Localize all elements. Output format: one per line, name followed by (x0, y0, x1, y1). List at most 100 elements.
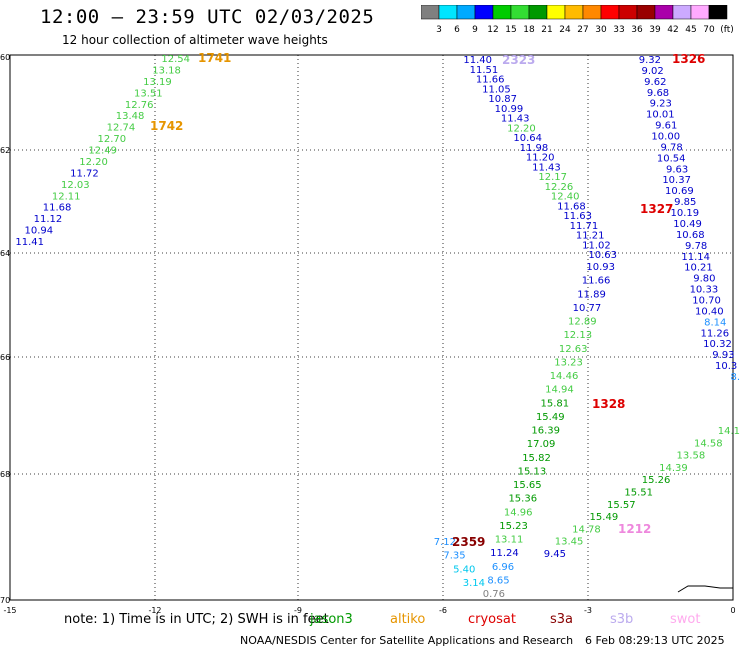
cryosat-swh-value: 9.62 (644, 77, 666, 88)
cryosat-swh-value: 9.63 (666, 164, 688, 175)
cryosat-swh-value: 10.69 (665, 186, 694, 197)
altika-swh-value: 12.20 (79, 157, 108, 168)
scale-tick-label: 3 (436, 25, 442, 35)
cryosat-swh-value: 9.85 (674, 197, 696, 208)
s3b-swh-value: 12.13 (563, 330, 592, 341)
scale-tick-label: 39 (649, 25, 661, 35)
cryosat-swh-value: 8.14 (704, 317, 726, 328)
cryosat-swh-value: 10.33 (690, 285, 719, 296)
cryosat-swh-value: 10.70 (692, 295, 721, 306)
s3b-swh-value: 12.26 (545, 182, 574, 193)
altika-swh-value: 13.19 (143, 77, 172, 88)
s3b-swh-value: 12.89 (568, 317, 597, 328)
s3b-swh-value: 15.13 (518, 466, 547, 477)
scale-tick-label: 24 (559, 25, 571, 35)
cryosat-swh-value: 9.93 (712, 350, 734, 361)
cryosat-swh-value: 9.78 (661, 142, 683, 153)
coastline (677, 585, 733, 593)
s3b-swh-value: 14.94 (545, 385, 574, 396)
cryosat-swh-value: 10.19 (670, 208, 699, 219)
legend-altiko: altiko (390, 612, 426, 627)
chart-subtitle: 12 hour collection of altimeter wave hei… (62, 33, 328, 47)
altika-swh-value: 13.18 (152, 65, 181, 76)
altika-swh-value: 13.51 (134, 88, 163, 99)
altika-swh-value: 12.03 (61, 180, 90, 191)
cryosat-swh-value: 9.80 (693, 274, 715, 285)
cryosat-swh-value: 9.61 (655, 121, 677, 132)
s3b-swh-value: 15.49 (536, 412, 565, 423)
cryosat-swh-value: 10.01 (646, 110, 675, 121)
scale-tick-label: 9 (472, 25, 478, 35)
lat-tick-label: 64 (0, 249, 10, 258)
track-label-1327: 1327 (640, 202, 673, 216)
lat-tick-label: 66 (0, 353, 10, 362)
lon-tick-label: -15 (3, 606, 16, 615)
cryosat-swh-value: 9.02 (641, 66, 663, 77)
s3b-swh-value: 13.23 (554, 357, 583, 368)
scale-tick-label: 18 (523, 25, 535, 35)
scale-swatch (708, 5, 728, 20)
s3b-swh-value: 12.20 (507, 123, 536, 134)
swot-swh-value: 9.45 (544, 549, 566, 560)
s3b-swh-value: 14.46 (550, 371, 579, 382)
altika-swh-value: 10.94 (24, 226, 53, 237)
s3b-swh-value: 15.81 (541, 398, 570, 409)
s3b-swh-value: 11.63 (563, 211, 592, 222)
s3b-swh-value: 11.98 (520, 143, 549, 154)
swot-swh-value: 14.39 (659, 463, 688, 474)
altika-swh-value: 12.11 (52, 191, 81, 202)
cryosat-swh-value: 9.32 (639, 55, 661, 66)
s3b-swh-value: 12.40 (551, 192, 580, 203)
s3b-swh-value: 15.23 (499, 521, 528, 532)
s3b-swh-value: 8.65 (487, 575, 509, 586)
chart-title: 12:00 – 23:59 UTC 02/03/2025 (40, 6, 375, 28)
s3b-swh-value: 11.05 (482, 84, 511, 95)
s3b-swh-value: 12.63 (559, 344, 588, 355)
s3b-swh-value: 11.20 (526, 153, 555, 164)
altika-swh-value: 11.12 (34, 214, 63, 225)
s3b-swh-value: 11.21 (576, 231, 605, 242)
s3b-swh-value: 11.66 (476, 75, 505, 86)
scale-tick-label: (ft) (720, 25, 733, 35)
legend-s3b: s3b (610, 612, 634, 627)
lon-tick-label: -12 (148, 606, 161, 615)
s3b-swh-value: 10.99 (495, 104, 524, 115)
map-frame (9, 54, 734, 601)
cryosat-swh-value: 10.32 (703, 339, 732, 350)
cryosat-swh-value: 10.37 (662, 175, 691, 186)
s3b-swh-value: 10.77 (573, 303, 602, 314)
lat-tick-label: 70 (0, 596, 10, 605)
s3b-swh-value: 11.43 (501, 114, 530, 125)
swot-swh-value: 13.45 (555, 537, 584, 548)
swot-swh-value: 15.57 (607, 500, 636, 511)
s3b-swh-value: 10.87 (488, 94, 517, 105)
altika-swh-value: 11.68 (43, 203, 72, 214)
s3b-swh-value: 17.09 (527, 439, 556, 450)
swot-swh-value: 15.49 (590, 512, 619, 523)
cryosat-swh-value: 11.26 (700, 328, 729, 339)
s3b-swh-value: 16.39 (531, 426, 560, 437)
s3b-swh-value: 11.51 (470, 65, 499, 76)
scale-tick-label: 70 (703, 25, 715, 35)
s3a-swh-value: 3.14 (463, 578, 485, 589)
cryosat-swh-value: 8. (730, 372, 740, 383)
track-label-2323: 2323 (502, 53, 535, 67)
s3b-swh-value: 11.43 (532, 162, 561, 173)
s3b-swh-value: 15.82 (522, 453, 551, 464)
cryosat-swh-value: 10.54 (657, 153, 686, 164)
s3b-swh-value: 12.17 (538, 172, 567, 183)
altika-swh-value: 12.74 (107, 123, 136, 134)
s3a-swh-value: 7.12 (434, 537, 456, 548)
scale-tick-label: 45 (685, 25, 696, 35)
scale-tick-label: 33 (613, 25, 624, 35)
cryosat-swh-value: 10.68 (676, 230, 705, 241)
lat-tick-label: 68 (0, 470, 10, 479)
scale-tick-label: 12 (487, 25, 498, 35)
lon-tick-label: -9 (294, 606, 302, 615)
s3b-swh-value: 0.76 (483, 589, 505, 600)
lat-tick-label: 62 (0, 146, 10, 155)
track-label-1741: 1741 (198, 51, 231, 65)
s3b-swh-value: 10.64 (513, 133, 542, 144)
cryosat-swh-value: 10.40 (695, 306, 724, 317)
swot-swh-value: 14.1 (718, 426, 740, 437)
